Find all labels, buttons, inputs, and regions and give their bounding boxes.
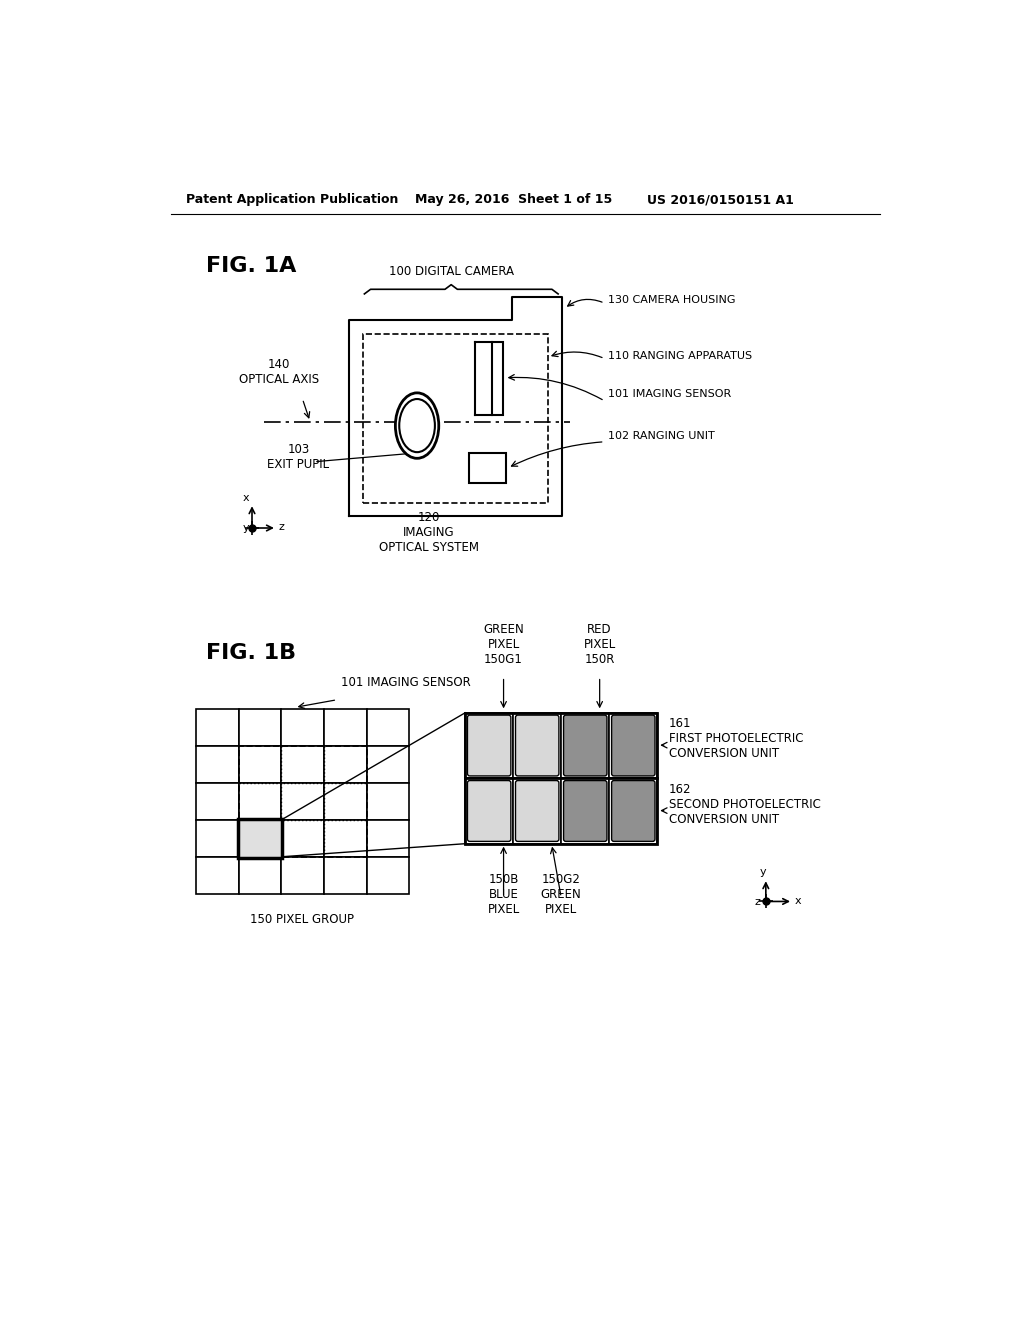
Bar	[197, 709, 239, 746]
Text: FIG. 1B: FIG. 1B	[206, 643, 296, 663]
Bar	[238, 818, 283, 858]
FancyBboxPatch shape	[467, 715, 511, 776]
Text: 162
SECOND PHOTOELECTRIC
CONVERSION UNIT: 162 SECOND PHOTOELECTRIC CONVERSION UNIT	[669, 783, 821, 826]
Text: 150G2
GREEN
PIXEL: 150G2 GREEN PIXEL	[541, 873, 582, 916]
Bar	[367, 820, 410, 857]
Bar	[324, 820, 367, 857]
Ellipse shape	[395, 393, 438, 458]
Text: 150B
BLUE
PIXEL: 150B BLUE PIXEL	[487, 873, 520, 916]
Text: 100 DIGITAL CAMERA: 100 DIGITAL CAMERA	[389, 265, 514, 279]
Bar	[362, 334, 548, 503]
Text: 110 RANGING APPARATUS: 110 RANGING APPARATUS	[608, 351, 753, 360]
Bar	[282, 709, 324, 746]
Bar	[367, 746, 410, 783]
Bar	[282, 857, 324, 894]
Bar	[239, 709, 282, 746]
Ellipse shape	[399, 399, 435, 453]
Bar	[197, 820, 239, 857]
Bar	[324, 783, 367, 820]
Bar	[197, 746, 239, 783]
Bar	[367, 857, 410, 894]
FancyBboxPatch shape	[563, 715, 607, 776]
Bar	[367, 783, 410, 820]
FancyBboxPatch shape	[467, 780, 511, 841]
Text: x: x	[795, 896, 801, 906]
Text: y: y	[760, 867, 766, 878]
Bar	[465, 713, 513, 779]
Bar	[282, 820, 324, 857]
Bar	[561, 713, 609, 779]
Text: 101 IMAGING SENSOR: 101 IMAGING SENSOR	[608, 389, 732, 399]
Text: 102 RANGING UNIT: 102 RANGING UNIT	[608, 432, 715, 441]
Text: 103
EXIT PUPIL: 103 EXIT PUPIL	[267, 444, 330, 471]
Bar	[324, 746, 367, 783]
FancyBboxPatch shape	[563, 780, 607, 841]
Bar	[513, 779, 561, 843]
Bar	[513, 713, 561, 779]
FancyBboxPatch shape	[611, 715, 655, 776]
Text: 130 CAMERA HOUSING: 130 CAMERA HOUSING	[608, 296, 736, 305]
Text: 161
FIRST PHOTOELECTRIC
CONVERSION UNIT: 161 FIRST PHOTOELECTRIC CONVERSION UNIT	[669, 718, 804, 760]
Text: z: z	[279, 523, 285, 532]
Text: RED
PIXEL
150R: RED PIXEL 150R	[584, 623, 615, 665]
Bar	[282, 783, 324, 820]
FancyBboxPatch shape	[515, 780, 559, 841]
Bar	[465, 713, 657, 843]
Text: Patent Application Publication: Patent Application Publication	[186, 193, 398, 206]
FancyBboxPatch shape	[515, 715, 559, 776]
Bar	[239, 783, 282, 820]
Text: US 2016/0150151 A1: US 2016/0150151 A1	[647, 193, 795, 206]
Text: 150 PIXEL GROUP: 150 PIXEL GROUP	[251, 913, 354, 927]
Bar	[561, 779, 609, 843]
Bar	[465, 779, 513, 843]
FancyBboxPatch shape	[611, 780, 655, 841]
Bar	[469, 453, 506, 483]
Bar	[609, 779, 657, 843]
Text: 120
IMAGING
OPTICAL SYSTEM: 120 IMAGING OPTICAL SYSTEM	[379, 511, 478, 554]
Bar	[282, 746, 324, 783]
Text: FIG. 1A: FIG. 1A	[206, 256, 296, 276]
Text: x: x	[243, 494, 249, 503]
Bar	[324, 857, 367, 894]
Bar	[239, 746, 367, 857]
Bar	[324, 709, 367, 746]
Bar	[239, 857, 282, 894]
Text: GREEN
PIXEL
150G1: GREEN PIXEL 150G1	[483, 623, 524, 665]
Bar	[239, 820, 282, 857]
Bar	[197, 783, 239, 820]
Bar	[239, 746, 282, 783]
Text: 140
OPTICAL AXIS: 140 OPTICAL AXIS	[239, 358, 319, 387]
Text: 101 IMAGING SENSOR: 101 IMAGING SENSOR	[341, 676, 471, 689]
Text: z: z	[755, 896, 761, 907]
Bar	[609, 713, 657, 779]
Bar	[197, 857, 239, 894]
Bar	[493, 342, 503, 414]
Text: y: y	[243, 523, 249, 533]
Bar	[367, 709, 410, 746]
Text: May 26, 2016  Sheet 1 of 15: May 26, 2016 Sheet 1 of 15	[415, 193, 612, 206]
